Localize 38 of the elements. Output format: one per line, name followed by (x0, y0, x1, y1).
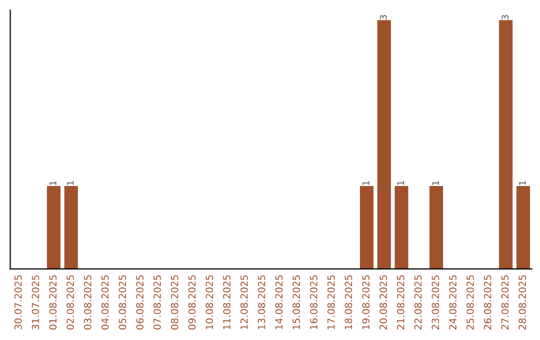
x-tick-label: 14.08.2025 (275, 275, 283, 330)
x-tick-label: 21.08.2025 (396, 275, 404, 330)
x-tick-label: 19.08.2025 (362, 275, 370, 330)
x-tick-label: 05.08.2025 (118, 275, 126, 330)
x-tick-label: 27.08.2025 (501, 275, 509, 330)
x-tick-label: 09.08.2025 (188, 275, 196, 330)
x-tick-label: 10.08.2025 (206, 275, 214, 330)
x-tick-label: 02.08.2025 (66, 275, 74, 330)
x-tick-label: 11.08.2025 (223, 275, 230, 330)
data-label: 1 (362, 181, 370, 186)
data-label: 1 (50, 181, 56, 186)
x-tick-label: 08.08.2025 (170, 275, 178, 330)
x-tick-label: 24.08.2025 (449, 275, 456, 330)
x-tick-label: 15.08.2025 (292, 275, 300, 330)
x-tick-label: 20.08.2025 (380, 275, 387, 330)
x-tick-label: 04.08.2025 (101, 275, 109, 330)
x-tick-label: 26.08.2025 (484, 275, 492, 330)
x-tick-label: 25.08.2025 (466, 275, 474, 330)
x-tick-label: 16.08.2025 (310, 275, 318, 330)
x-tick-label: 17.08.2025 (327, 275, 335, 330)
x-tick-label: 01.08.2025 (49, 275, 57, 330)
x-tick-label: 07.08.2025 (154, 275, 161, 330)
x-tick-label: 22.08.2025 (414, 275, 422, 330)
data-label: 1 (67, 181, 74, 186)
x-tick-label: 23.08.2025 (432, 275, 440, 330)
data-label: 1 (519, 181, 526, 186)
data-label: 3 (380, 15, 387, 20)
x-tick-label: 03.08.2025 (84, 275, 92, 330)
x-tick-label: 12.08.2025 (240, 275, 248, 330)
x-tick-label: 18.08.2025 (344, 275, 352, 330)
x-tick-label: 28.08.2025 (518, 275, 526, 330)
x-tick-label: 13.08.2025 (258, 275, 266, 330)
data-label: 1 (432, 181, 439, 186)
data-label: 3 (502, 15, 508, 20)
x-tick-label: 31.07.2025 (32, 275, 40, 330)
x-tick-label: 06.08.2025 (136, 275, 144, 330)
x-tick-label: 30.07.2025 (14, 275, 22, 330)
data-label: 1 (397, 181, 404, 186)
